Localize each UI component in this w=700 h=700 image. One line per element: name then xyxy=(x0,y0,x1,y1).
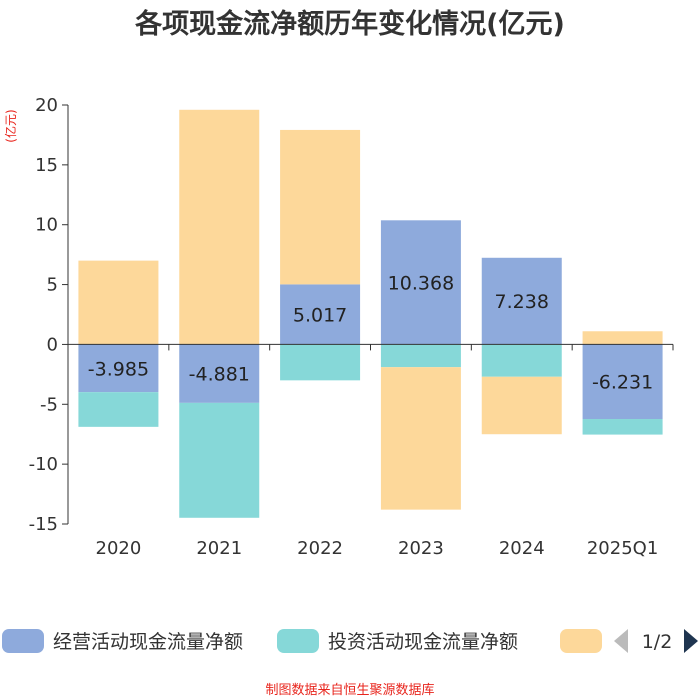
y-tick-label: -5 xyxy=(40,394,58,415)
bar-series-1-2022[interactable] xyxy=(280,284,361,345)
x-tick-label-2024: 2024 xyxy=(499,538,545,559)
y-tick-label: 10 xyxy=(35,215,58,236)
bar-series-3-2020[interactable] xyxy=(78,260,159,345)
legend-next-page-icon[interactable] xyxy=(684,629,698,653)
x-tick-label-2021: 2021 xyxy=(196,538,242,559)
data-label-2025Q1: -6.231 xyxy=(592,372,653,394)
x-tick-label-2020: 2020 xyxy=(96,538,142,559)
x-tick-label-2025Q1: 2025Q1 xyxy=(587,538,658,559)
bar-series-1-2024[interactable] xyxy=(481,257,562,345)
bar-series-1-2020[interactable] xyxy=(78,344,159,393)
bar-series-3-2021[interactable] xyxy=(179,109,260,345)
bar-series xyxy=(78,109,663,518)
bar-series-1-2021[interactable] xyxy=(179,344,260,403)
bar-series-2-2021[interactable] xyxy=(179,402,260,518)
y-tick-label: 0 xyxy=(47,334,58,355)
legend: 经营活动现金流量净额 投资活动现金流量净额 1/2 xyxy=(2,629,698,653)
bar-series-2-2020[interactable] xyxy=(78,392,159,427)
y-tick-label: 20 xyxy=(35,95,58,116)
x-tick-label-2022: 2022 xyxy=(297,538,343,559)
data-label-2022: 5.017 xyxy=(293,304,347,326)
legend-swatch-2[interactable] xyxy=(277,629,319,653)
legend-label-2[interactable]: 投资活动现金流量净额 xyxy=(328,631,518,653)
bar-series-2-2023[interactable] xyxy=(380,344,461,368)
chart-title: 各项现金流净额历年变化情况(亿元) xyxy=(134,8,565,40)
data-label-2023: 10.368 xyxy=(388,272,454,294)
bar-series-2-2025Q1[interactable] xyxy=(582,419,663,435)
data-label-2024: 7.238 xyxy=(495,291,549,313)
y-axis-unit-label: (亿元) xyxy=(3,109,18,142)
y-axis: 20 15 10 5 0 -5 -10 -15 xyxy=(29,95,69,535)
bar-series-2-2022[interactable] xyxy=(280,344,361,381)
bar-series-1-2023[interactable] xyxy=(380,220,461,345)
y-tick-label: 15 xyxy=(35,155,58,176)
data-label-2020: -3.985 xyxy=(88,358,149,380)
legend-prev-page-icon[interactable] xyxy=(614,629,628,653)
legend-swatch-3[interactable] xyxy=(560,629,602,653)
data-labels: -3.985 -4.881 5.017 10.368 7.238 -6.231 xyxy=(88,272,653,393)
bar-series-1-2025Q1[interactable] xyxy=(582,344,663,420)
data-label-2021: -4.881 xyxy=(189,364,250,386)
x-tick-label-2023: 2023 xyxy=(398,538,444,559)
y-tick-label: -15 xyxy=(29,514,58,535)
x-axis: 2020 2021 2022 2023 2024 2025Q1 xyxy=(67,343,674,559)
bar-series-3-2024[interactable] xyxy=(481,376,562,435)
bar-series-3-2023[interactable] xyxy=(380,367,461,510)
bar-series-3-2025Q1[interactable] xyxy=(582,331,663,345)
legend-page-indicator: 1/2 xyxy=(642,631,673,653)
legend-swatch-1[interactable] xyxy=(2,629,44,653)
y-tick-label: 5 xyxy=(47,275,58,296)
bar-series-2-2024[interactable] xyxy=(481,344,562,377)
legend-label-1[interactable]: 经营活动现金流量净额 xyxy=(53,631,243,653)
y-tick-label: -10 xyxy=(29,454,58,475)
data-source-note: 制图数据来自恒生聚源数据库 xyxy=(265,682,434,698)
bar-series-3-2022[interactable] xyxy=(280,129,361,285)
